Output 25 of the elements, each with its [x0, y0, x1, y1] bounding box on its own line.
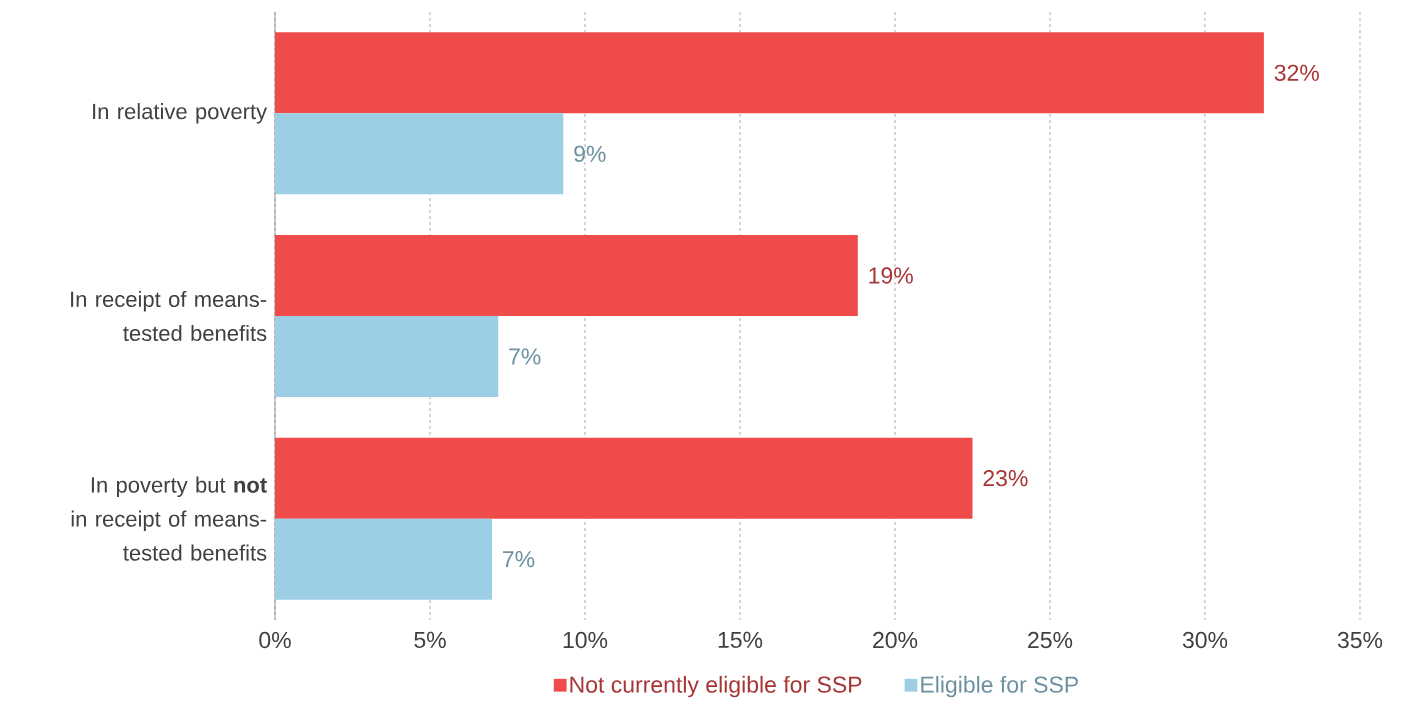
data-label: 9% — [574, 145, 606, 162]
data-label: 32% — [1274, 64, 1319, 81]
bar — [275, 235, 858, 316]
legend-label: Not currently eligible for SSP — [570, 675, 862, 698]
x-tick-label: 30% — [1182, 631, 1228, 649]
data-label: 23% — [983, 470, 1028, 487]
bar — [275, 437, 973, 519]
bar — [275, 113, 564, 195]
bar — [275, 32, 1264, 114]
y-tick-label: In relative poverty — [93, 103, 268, 124]
data-label: 7% — [503, 551, 535, 568]
data-label: 7% — [509, 348, 541, 365]
y-tick-label: In poverty but not in receipt of means-tested benefits — [71, 476, 267, 561]
x-tick-label: 35% — [1337, 631, 1383, 649]
x-tick-label: 0% — [259, 631, 291, 649]
bar — [275, 316, 499, 397]
bar — [275, 518, 492, 600]
y-tick-label: In receipt of means-tested benefits — [71, 290, 267, 342]
x-tick-label: 15% — [718, 631, 763, 649]
data-label: 19% — [869, 267, 913, 284]
legend-label: Eligible for SSP — [921, 675, 1078, 698]
x-tick-label: 5% — [414, 631, 446, 649]
x-tick-label: 10% — [563, 631, 608, 649]
x-tick-label: 25% — [1028, 631, 1073, 649]
x-tick-label: 20% — [873, 631, 918, 649]
